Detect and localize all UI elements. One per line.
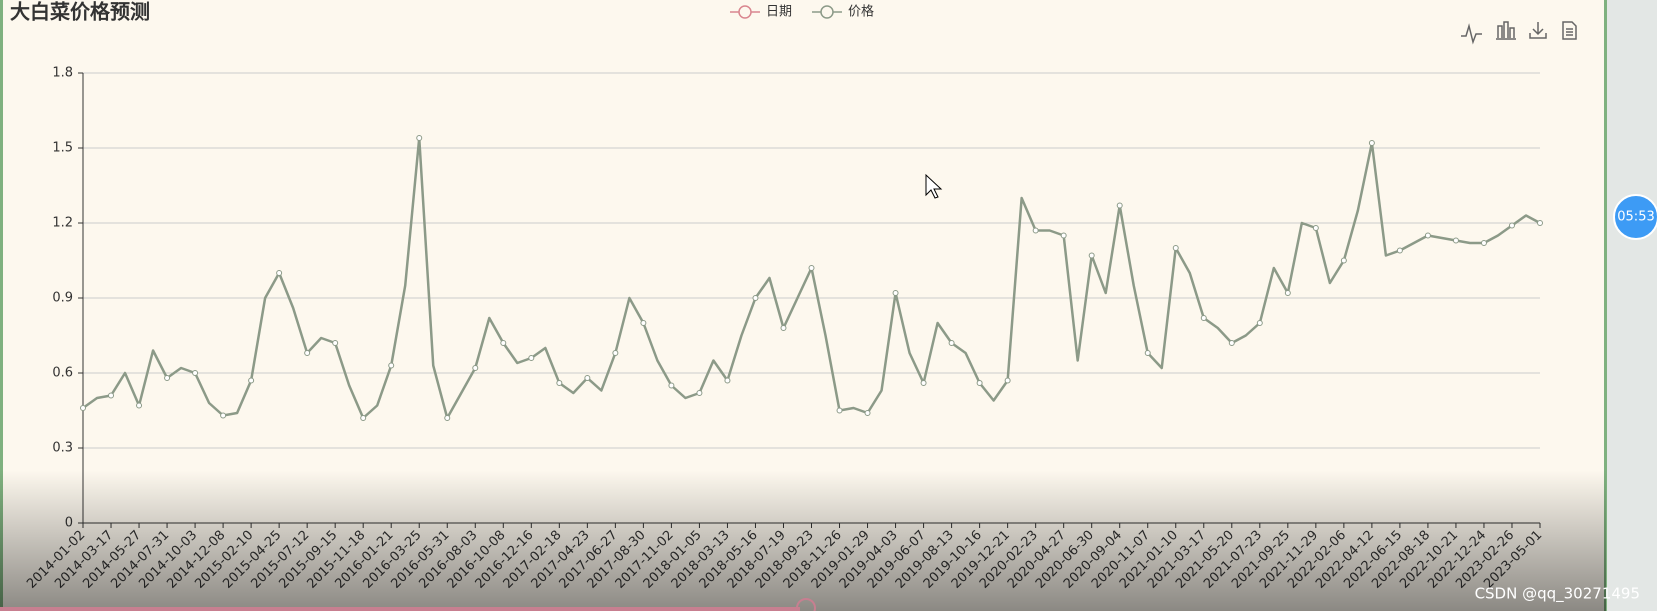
price-point xyxy=(1172,245,1179,251)
price-point xyxy=(472,365,479,371)
legend-symbol xyxy=(820,5,834,19)
price-point xyxy=(948,340,955,346)
price-point xyxy=(1144,350,1151,356)
price-point xyxy=(752,295,759,301)
price-point xyxy=(1312,225,1319,231)
y-tick-label: 1.8 xyxy=(52,66,73,81)
price-point xyxy=(584,375,591,381)
bar-icon[interactable] xyxy=(1496,21,1516,40)
y-tick-label: 1.5 xyxy=(52,141,73,156)
price-point xyxy=(864,410,871,416)
price-point xyxy=(1537,220,1543,226)
price-point xyxy=(1088,252,1095,259)
price-point xyxy=(332,340,339,346)
left-border xyxy=(0,0,3,611)
price-point xyxy=(1200,315,1207,321)
price-point xyxy=(1284,290,1291,296)
price-point xyxy=(836,407,843,414)
price-point xyxy=(528,355,535,361)
cursor xyxy=(925,173,943,199)
progress-bar xyxy=(0,607,800,611)
progress-knob[interactable] xyxy=(796,598,816,615)
price-point xyxy=(416,135,423,141)
price-point xyxy=(500,340,507,346)
price-point xyxy=(1452,237,1459,244)
timer: 05:53 xyxy=(1617,210,1654,225)
legend-symbol xyxy=(738,5,752,19)
price-point xyxy=(276,270,283,276)
toolbox[interactable] xyxy=(1461,21,1577,45)
price-point xyxy=(304,350,311,356)
line-icon[interactable] xyxy=(1461,23,1482,45)
y-tick-label: 0.9 xyxy=(52,291,73,306)
legend-item[interactable]: 价格 xyxy=(812,4,874,20)
price-point xyxy=(360,415,367,421)
price-point xyxy=(1368,140,1375,146)
timer-bubble[interactable] xyxy=(1613,194,1657,240)
price-point xyxy=(1116,202,1123,209)
price-point xyxy=(1508,222,1515,229)
price-point xyxy=(780,325,787,331)
price-point xyxy=(892,290,899,296)
watermark: CSDN @qq_30271495 xyxy=(1475,585,1640,604)
price-point xyxy=(1480,240,1487,246)
price-point xyxy=(1424,232,1431,239)
y-tick-label: 0.6 xyxy=(52,366,73,381)
price-point xyxy=(1004,377,1011,384)
price-point xyxy=(1228,340,1235,346)
y-tick-label: 1.2 xyxy=(52,216,73,231)
price-point xyxy=(1032,227,1039,234)
price-point xyxy=(808,265,815,271)
price-point xyxy=(444,415,451,421)
price-point xyxy=(668,382,675,389)
y-tick-label: 0.3 xyxy=(52,441,73,456)
price-point xyxy=(248,377,255,384)
legend-label: 价格 xyxy=(848,4,874,20)
right-border xyxy=(1604,0,1607,611)
download-icon[interactable] xyxy=(1529,22,1547,39)
price-point xyxy=(920,380,927,386)
price-point xyxy=(724,377,731,384)
price-point xyxy=(80,405,86,411)
price-point xyxy=(220,412,227,419)
price-point xyxy=(976,380,983,386)
price-point xyxy=(388,362,395,369)
data-view-icon[interactable] xyxy=(1562,21,1577,40)
video-shade xyxy=(0,470,1606,611)
price-point xyxy=(696,390,703,396)
legend-item[interactable]: 日期 xyxy=(730,5,792,20)
price-point xyxy=(1340,257,1347,264)
price-point xyxy=(1060,232,1067,239)
price-point xyxy=(108,392,115,399)
price-point xyxy=(640,320,647,326)
price-point xyxy=(136,402,143,409)
chart-title: 大白菜价格预测 xyxy=(10,0,150,24)
price-point xyxy=(192,370,199,376)
price-point xyxy=(556,380,563,386)
price-point xyxy=(1396,247,1403,254)
price-point xyxy=(612,350,619,356)
price-point xyxy=(1256,320,1263,326)
legend-label: 日期 xyxy=(766,5,792,20)
price-point xyxy=(164,375,171,381)
